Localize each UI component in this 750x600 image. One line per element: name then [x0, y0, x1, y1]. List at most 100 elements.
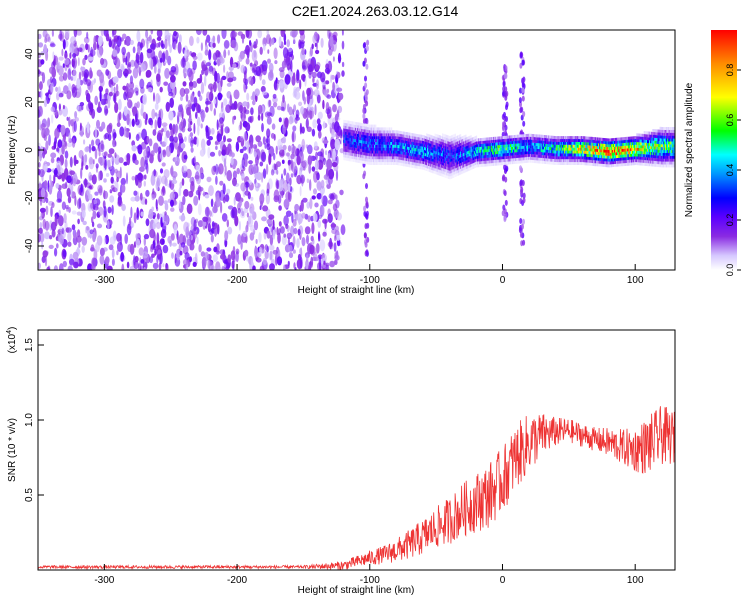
noise-mark	[43, 44, 48, 55]
noise-mark	[92, 210, 97, 220]
band-mark	[448, 176, 450, 179]
noise-mark	[316, 94, 321, 104]
band-mark	[556, 141, 558, 145]
noise-mark	[48, 93, 51, 99]
band-mark	[418, 154, 420, 158]
noise-mark	[189, 242, 195, 251]
noise-mark	[315, 79, 320, 90]
noise-mark	[88, 156, 94, 165]
band-mark	[540, 160, 542, 164]
band-mark	[343, 131, 345, 135]
band-mark	[494, 145, 496, 149]
band-mark	[405, 143, 408, 147]
band-mark	[426, 142, 428, 145]
band-mark	[454, 156, 456, 160]
band-mark	[536, 134, 538, 138]
band-mark	[475, 141, 478, 145]
band-mark	[425, 161, 427, 165]
band-mark	[506, 144, 508, 148]
band-mark	[439, 152, 441, 156]
band-mark	[432, 161, 434, 165]
band-mark	[534, 145, 536, 149]
noise-mark	[329, 193, 335, 201]
noise-mark	[137, 65, 141, 73]
band-mark	[490, 148, 492, 152]
noise-mark	[220, 107, 225, 119]
band-mark	[555, 144, 557, 148]
noise-mark	[89, 67, 93, 79]
noise-mark	[208, 261, 214, 270]
band-mark	[576, 144, 578, 148]
noise-mark	[272, 249, 278, 255]
noise-mark	[269, 69, 274, 78]
band-mark	[358, 148, 360, 152]
band-mark	[436, 143, 438, 146]
noise-mark	[125, 35, 131, 47]
band-mark	[561, 139, 564, 142]
band-mark	[452, 166, 454, 170]
noise-mark	[336, 71, 341, 79]
band-mark	[522, 134, 524, 138]
noise-mark	[215, 195, 221, 208]
band-mark	[503, 147, 505, 151]
band-mark	[511, 141, 513, 145]
band-mark	[391, 159, 393, 163]
band-mark	[468, 144, 470, 148]
noise-mark	[322, 99, 325, 110]
band-mark	[487, 137, 489, 141]
noise-mark	[283, 168, 287, 176]
band-mark	[462, 153, 464, 157]
noise-mark	[40, 122, 46, 130]
band-mark	[343, 119, 345, 123]
band-mark	[557, 139, 559, 142]
band-mark	[473, 151, 475, 154]
noise-mark	[298, 101, 303, 107]
band-mark	[479, 161, 481, 165]
band-mark	[401, 134, 403, 138]
band-mark	[454, 145, 456, 149]
band-mark	[524, 142, 526, 146]
noise-mark	[72, 58, 76, 66]
band-mark	[533, 145, 535, 149]
band-mark	[446, 140, 448, 144]
band-mark	[413, 150, 415, 154]
noise-mark	[274, 60, 278, 65]
band-mark	[560, 150, 563, 154]
band-mark	[346, 126, 348, 130]
band-mark	[482, 152, 484, 156]
band-mark	[359, 125, 361, 129]
band-mark	[463, 158, 465, 162]
band-mark	[410, 150, 412, 154]
feature-mark	[504, 130, 507, 137]
band-mark	[531, 136, 533, 140]
noise-mark	[220, 201, 223, 214]
band-mark	[388, 150, 391, 154]
noise-mark	[72, 251, 79, 260]
band-mark	[418, 148, 420, 152]
band-mark	[369, 136, 371, 140]
band-mark	[524, 148, 526, 152]
band-mark	[532, 136, 534, 140]
band-mark	[575, 159, 577, 163]
noise-mark	[47, 265, 51, 270]
band-mark	[538, 140, 540, 144]
band-mark	[467, 168, 469, 172]
band-mark	[417, 134, 419, 138]
band-mark	[496, 139, 498, 143]
band-mark	[439, 144, 441, 148]
band-mark	[537, 140, 539, 144]
band-mark	[381, 159, 383, 163]
band-mark	[449, 144, 451, 148]
band-mark	[354, 130, 357, 134]
band-mark	[555, 136, 557, 140]
band-mark	[474, 147, 477, 151]
band-mark	[413, 136, 415, 140]
noise-mark	[261, 112, 264, 122]
noise-mark	[253, 220, 259, 231]
noise-mark	[117, 68, 123, 79]
band-mark	[498, 136, 500, 140]
band-mark	[529, 145, 531, 149]
noise-mark	[197, 220, 204, 228]
band-mark	[496, 145, 498, 149]
noise-mark	[149, 119, 153, 126]
